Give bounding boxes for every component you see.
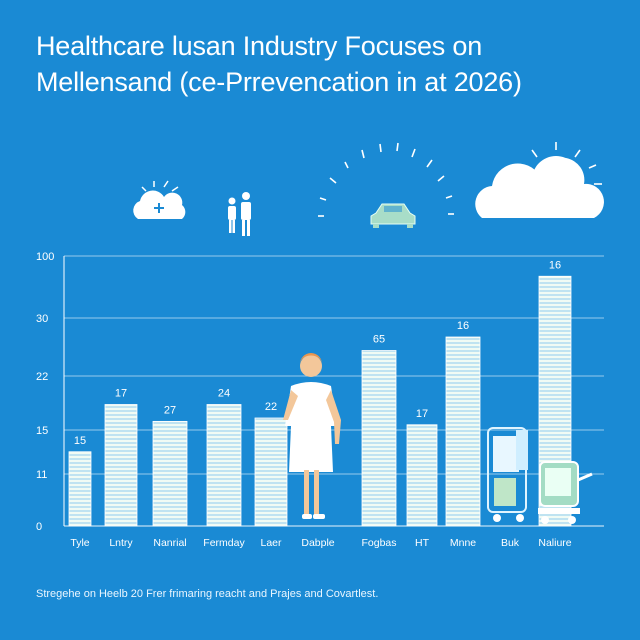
- data-label: 24: [218, 388, 230, 400]
- x-category-label: Fogbas: [361, 537, 396, 549]
- doctor-figure-icon: [283, 353, 341, 519]
- bar-tyle: [68, 451, 92, 527]
- x-category-label: Lntry: [109, 537, 133, 549]
- gridlines: [63, 255, 604, 527]
- bar-fermday: [206, 404, 242, 527]
- data-label: 16: [457, 320, 469, 332]
- x-category-label: Tyle: [70, 537, 89, 549]
- footer-note: Stregehe on Heelb 20 Frer frimaring reac…: [36, 588, 379, 600]
- bars: [68, 275, 572, 527]
- data-label: 15: [74, 435, 86, 447]
- title-line-1: Healthcare lusan Industry Focuses on: [36, 31, 483, 61]
- bar-nanrial: [152, 420, 188, 527]
- bar-mnne: [445, 336, 481, 527]
- bar-fogbas: [361, 350, 397, 527]
- y-tick-label: 0: [36, 521, 42, 533]
- wheelchair-machine-icon: [538, 461, 593, 524]
- y-tick-label: 22: [36, 371, 48, 383]
- x-category-label: Dabple: [301, 537, 334, 549]
- x-category-label: Fermday: [203, 537, 245, 549]
- data-label: 17: [416, 408, 428, 420]
- x-category-label: Laer: [260, 537, 282, 549]
- x-category-label: Naliure: [538, 537, 571, 549]
- bar-ht: [406, 424, 438, 527]
- y-axis-ticks: 0 11 15 22 30 100: [36, 251, 54, 533]
- data-labels: 15 17 27 24 22 65 17 16 16: [74, 259, 561, 447]
- data-label: 65: [373, 334, 385, 346]
- data-label: 27: [164, 404, 176, 416]
- cloud-sun-icon: [475, 142, 604, 218]
- title-line-2: Mellensand (ce-Prrevencation in at 2026): [36, 67, 522, 97]
- bar-lntry: [104, 404, 138, 527]
- x-category-label: HT: [415, 537, 430, 549]
- family-icon: [228, 192, 251, 236]
- car-icon: [370, 203, 416, 228]
- x-category-label: Buk: [501, 537, 520, 549]
- x-category-label: Mnne: [450, 537, 476, 549]
- page-title: Healthcare lusan Industry Focuses on Mel…: [36, 28, 626, 100]
- y-tick-label: 30: [36, 313, 48, 325]
- y-tick-label: 15: [36, 425, 48, 437]
- y-tick-label: 100: [36, 251, 54, 263]
- y-tick-label: 11: [36, 469, 47, 481]
- x-axis-categories: Tyle Lntry Nanrial Fermday Laer Dabple Fogbas H…: [70, 537, 571, 549]
- x-category-label: Nanrial: [153, 537, 186, 549]
- sun-rays-icon: [318, 142, 454, 217]
- data-label: 22: [265, 401, 277, 413]
- medical-equipment-icon: [487, 427, 528, 522]
- data-label: 17: [115, 388, 127, 400]
- cloud-medical-icon: [133, 180, 186, 219]
- data-label: 16: [549, 259, 561, 271]
- bar-laer: [254, 417, 288, 527]
